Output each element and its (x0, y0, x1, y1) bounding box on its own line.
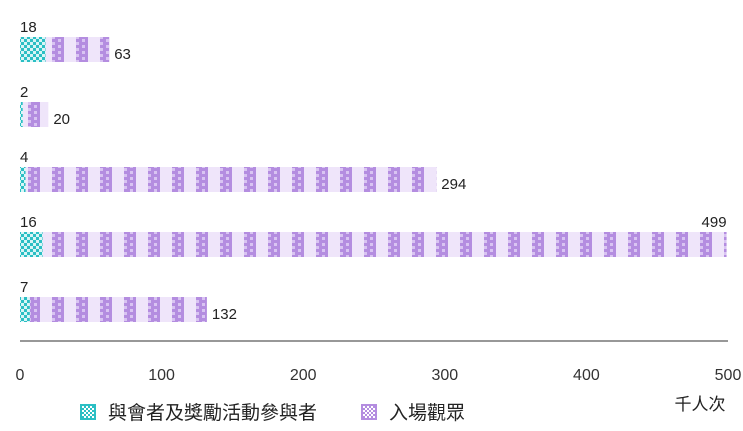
x-tick-label-500: 500 (715, 367, 742, 384)
bar-visitors-1 (45, 37, 110, 62)
x-tick-label-100: 100 (148, 367, 175, 384)
bar-attendees-3 (20, 167, 26, 192)
legend-item-visitors: 入場觀眾 (361, 398, 465, 425)
data-label-attendees-3: 4 (20, 149, 28, 166)
data-label-attendees-5: 7 (20, 279, 28, 296)
data-label-attendees-1: 18 (20, 19, 37, 36)
bar-attendees-5 (20, 297, 30, 322)
legend-item-attendees: 與會者及獎勵活動參與者 (80, 398, 317, 425)
x-tick-label-400: 400 (573, 367, 600, 384)
data-label-visitors-2: 20 (53, 111, 70, 128)
unit-label: 千人次 (675, 395, 726, 414)
legend-swatch-visitors (361, 403, 378, 420)
data-label-visitors-5: 132 (212, 306, 237, 323)
data-label-attendees-2: 2 (20, 84, 28, 101)
bar-visitors-4 (42, 232, 727, 257)
legend: 與會者及獎勵活動參與者 入場觀眾 (80, 398, 509, 425)
bar-attendees-4 (20, 232, 43, 257)
data-label-attendees-4: 16 (20, 214, 37, 231)
legend-label-attendees: 與會者及獎勵活動參與者 (108, 403, 318, 424)
bar-visitors-5 (29, 297, 207, 322)
bar-attendees-2 (20, 102, 23, 127)
x-tick-label-200: 200 (290, 367, 317, 384)
data-label-visitors-1: 63 (114, 46, 131, 63)
bar-visitors-2 (22, 102, 49, 127)
legend-label-visitors: 入場觀眾 (389, 403, 466, 424)
data-label-visitors-4: 499 (702, 214, 727, 231)
data-label-visitors-3: 294 (441, 176, 466, 193)
x-tick-label-300: 300 (431, 367, 458, 384)
x-tick-label-0: 0 (16, 367, 25, 384)
legend-swatch-attendees (80, 403, 96, 420)
bar-visitors-3 (25, 167, 437, 192)
bar-attendees-1 (20, 37, 46, 62)
